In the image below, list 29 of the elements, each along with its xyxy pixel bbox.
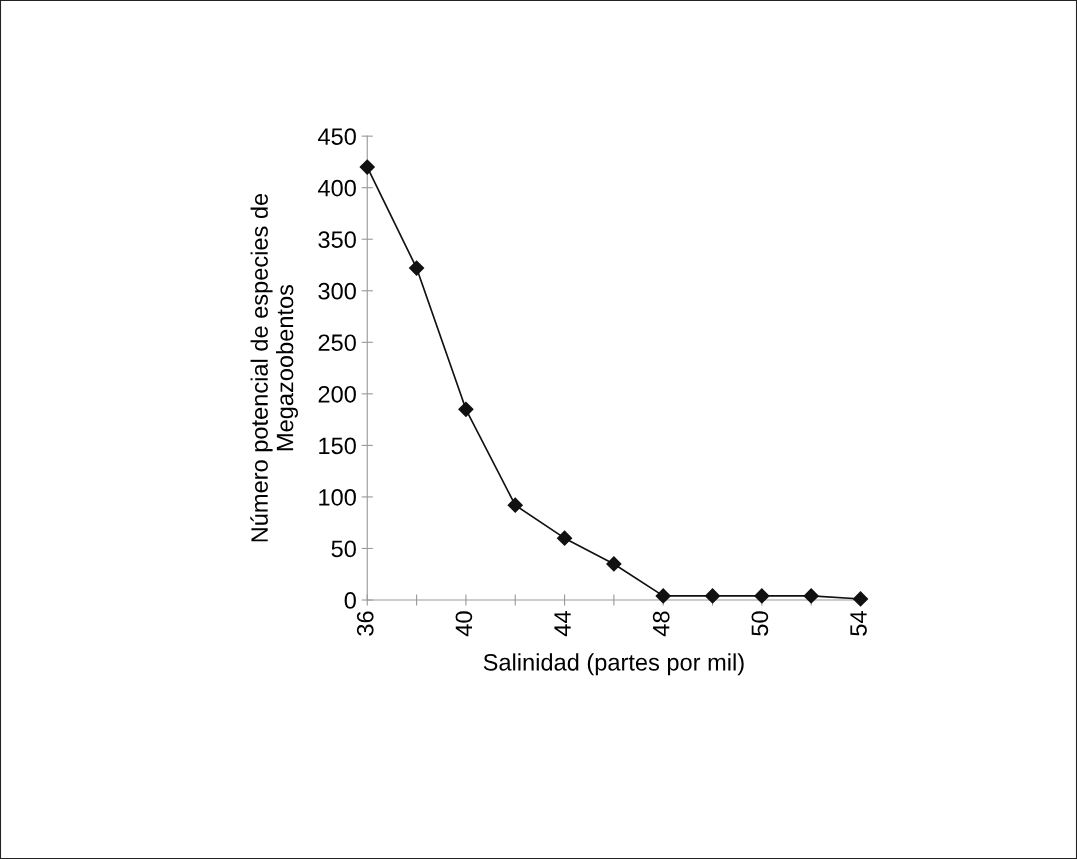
y-tick-label: 400 bbox=[317, 179, 356, 197]
y-tick-label: 50 bbox=[331, 540, 356, 558]
point bbox=[359, 159, 375, 175]
y-tick-label: 450 bbox=[317, 128, 356, 145]
point bbox=[458, 401, 474, 417]
y-tick-label: 250 bbox=[318, 334, 356, 352]
x-tick-label: 48 bbox=[652, 611, 670, 637]
x-tick-label: 54 bbox=[850, 611, 867, 636]
y-tick-label: 0 bbox=[344, 592, 356, 609]
point bbox=[803, 588, 819, 604]
y-axis-title: Número potencial de especies de Megazoobentos bbox=[250, 193, 299, 542]
y-tick-label: 100 bbox=[319, 489, 356, 506]
y-tick-label: 150 bbox=[319, 437, 356, 455]
x-tick-label: 50 bbox=[751, 611, 769, 636]
x-tick-label: 44 bbox=[554, 611, 571, 637]
point bbox=[852, 591, 869, 607]
y-tick-label: 350 bbox=[318, 231, 356, 249]
point bbox=[754, 588, 770, 604]
point bbox=[556, 530, 573, 546]
point bbox=[655, 588, 671, 604]
x-tick-label: 40 bbox=[455, 611, 473, 637]
point bbox=[704, 588, 721, 604]
point bbox=[409, 260, 425, 276]
x-tick-label: 36 bbox=[356, 611, 374, 636]
x-axis-title: Salinidad (partes por mil) bbox=[483, 653, 744, 676]
y-tick-label: 200 bbox=[318, 385, 356, 403]
point bbox=[507, 497, 523, 513]
y-tick-label: 300 bbox=[318, 282, 356, 300]
point bbox=[606, 556, 622, 572]
